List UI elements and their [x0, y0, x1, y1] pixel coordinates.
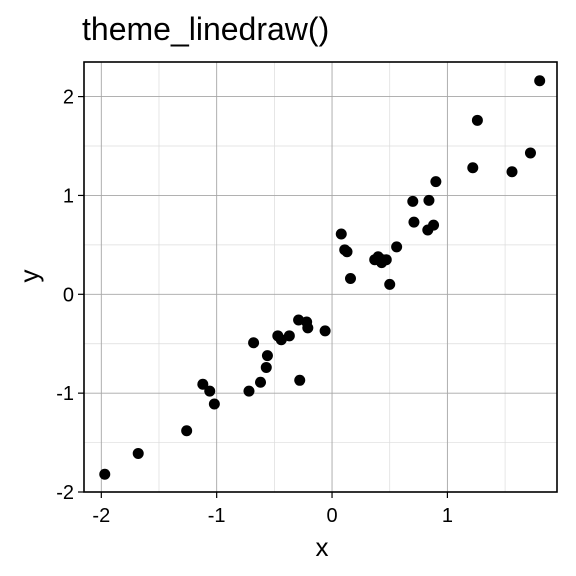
- data-point: [423, 194, 435, 206]
- data-point: [408, 216, 420, 228]
- data-point: [319, 325, 331, 337]
- x-tick-label: -2: [92, 505, 110, 527]
- data-point: [261, 350, 273, 362]
- data-point: [294, 374, 306, 386]
- data-point: [283, 330, 295, 342]
- data-point: [208, 398, 220, 410]
- data-point: [335, 228, 347, 240]
- data-point: [524, 147, 536, 159]
- x-tick-label: 1: [442, 505, 453, 527]
- data-point: [534, 75, 546, 87]
- data-point: [384, 278, 396, 290]
- data-point: [471, 114, 483, 126]
- x-tick-label: 0: [326, 505, 337, 527]
- data-point: [255, 376, 267, 388]
- data-point: [132, 447, 144, 459]
- major-gridlines: [84, 62, 557, 493]
- plot-panel-border: [83, 61, 558, 493]
- y-tick-label: 0: [63, 284, 74, 306]
- x-axis-title: x: [316, 532, 329, 562]
- x-tick-label: -1: [208, 505, 226, 527]
- data-point: [391, 241, 403, 253]
- y-tick-label: 1: [63, 185, 74, 207]
- y-tick-label: -2: [56, 482, 74, 504]
- minor-gridlines: [84, 62, 557, 492]
- y-axis-ticks: -2 -1 0 1 2: [56, 87, 84, 504]
- data-point: [506, 166, 518, 178]
- data-point: [260, 361, 272, 373]
- data-point: [248, 337, 260, 349]
- data-point: [197, 378, 209, 390]
- data-points: [99, 75, 546, 480]
- y-tick-label: 2: [63, 87, 74, 109]
- data-point: [302, 322, 314, 334]
- data-point: [204, 385, 216, 397]
- chart-title: theme_linedraw(): [82, 11, 329, 47]
- data-point: [430, 176, 442, 188]
- y-tick-label: -1: [56, 383, 74, 405]
- y-axis-title: y: [14, 270, 44, 283]
- data-point: [467, 162, 479, 174]
- data-point: [407, 195, 419, 207]
- data-point: [243, 385, 255, 397]
- data-point: [344, 272, 356, 284]
- data-point: [428, 219, 440, 231]
- data-point: [99, 468, 111, 480]
- x-axis-ticks: -2 -1 0 1: [92, 492, 453, 527]
- data-point: [341, 246, 353, 258]
- data-point: [380, 254, 392, 266]
- data-point: [181, 425, 193, 437]
